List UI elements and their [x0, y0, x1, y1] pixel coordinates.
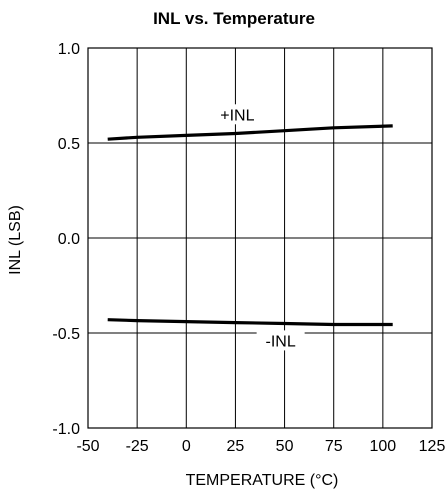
- x-tick-label: 0: [182, 438, 191, 455]
- y-axis-label: INL (LSB): [7, 205, 24, 275]
- annotation-label: -INL: [266, 333, 296, 350]
- x-axis-label: TEMPERATURE (°C): [186, 472, 339, 489]
- annotation-background: [213, 104, 262, 125]
- series-line-plus-inl: [107, 124, 393, 141]
- series-line-minus-inl: [107, 318, 393, 327]
- x-tick-label: 50: [276, 438, 294, 455]
- chart-title: INL vs. Temperature: [153, 9, 315, 28]
- x-tick-label: 125: [419, 438, 445, 455]
- curve-annotations: +INL -INL: [213, 104, 305, 351]
- x-tick-label: 100: [370, 438, 397, 455]
- x-tick-label: 75: [325, 438, 343, 455]
- annotation-background: [256, 330, 305, 351]
- plot-series: [107, 124, 393, 327]
- x-tick-label: 25: [227, 438, 245, 455]
- y-tick-label: 0.0: [58, 231, 80, 248]
- tick-labels: -50 -25 0 25 50 75 100 125 1.0 0.5 0.0 -0.5 -1.0: [52, 41, 445, 455]
- annotation-label: +INL: [220, 107, 254, 124]
- x-tick-label: -25: [126, 438, 149, 455]
- y-tick-label: 1.0: [58, 41, 80, 58]
- y-tick-label: -1.0: [52, 421, 80, 438]
- x-tick-label: -50: [76, 438, 99, 455]
- y-tick-label: -0.5: [52, 326, 80, 343]
- plot-frame: [87, 47, 433, 429]
- y-tick-label: 0.5: [58, 136, 80, 153]
